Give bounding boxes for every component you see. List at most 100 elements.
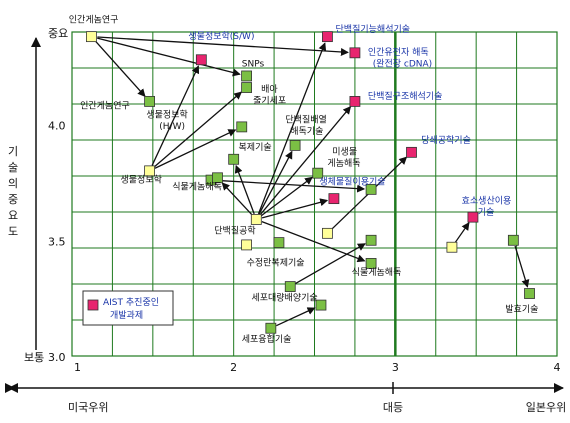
plot-border [71, 31, 558, 357]
data-point-yellow [86, 31, 97, 43]
data-point-green [241, 70, 253, 82]
point-label: 식물게놈해독 [352, 267, 402, 278]
data-point-pink [322, 31, 333, 43]
point-label: 단백질공학 [214, 224, 255, 236]
trajectory-arrow [258, 150, 293, 215]
legend-label-line1: AIST 추진중인 [103, 297, 159, 308]
data-point-green [365, 183, 377, 195]
x-tick-label: 1 [74, 361, 81, 374]
point-label: 발효기술 [505, 304, 538, 315]
point-label: SNPs [242, 60, 265, 70]
point-label: 생물정보학 [146, 110, 187, 121]
point-label: 생물정보학(S/W) [188, 31, 254, 42]
trajectory-arrow [97, 36, 349, 56]
data-point-green [144, 96, 156, 107]
point-label: 인간게놈연구 [80, 100, 130, 111]
data-point-green [312, 167, 324, 179]
x-label-left: 미국우위 [68, 401, 108, 414]
point-label: 해독기술 [290, 126, 323, 137]
trajectory-arrow [276, 307, 316, 327]
trajectory-arrow [259, 106, 352, 216]
data-point-pink [349, 96, 361, 107]
x-label-middle: 대등 [383, 401, 403, 414]
x-tick-label: 4 [554, 361, 561, 374]
trajectory-arrow [151, 65, 200, 166]
trajectory-arrow [234, 164, 255, 215]
point-label: 식물게놈해독 [172, 181, 222, 192]
point-label: 줄기세포 [253, 96, 286, 107]
data-point-green [236, 121, 248, 133]
legend-pink-marker [87, 299, 99, 311]
point-label: 인간게놈연구 [69, 15, 119, 26]
y-axis-title-char: 도 [8, 225, 18, 238]
y-bottom-word: 보통 [24, 351, 44, 364]
point-label: 단백질배열 [285, 113, 326, 125]
data-point-green [365, 234, 377, 246]
x-tick-label: 3 [392, 361, 399, 374]
data-point-green [289, 139, 301, 151]
x-tick-label: 2 [230, 361, 237, 374]
x-label-right: 일본우위 [526, 400, 566, 414]
point-layer [86, 31, 535, 334]
x-axis-arrow-left-head [8, 383, 18, 393]
data-point-green [365, 258, 377, 269]
point-label: 당쇄공학기술 [421, 135, 471, 146]
point-label: 단백질기능해석기술 [336, 23, 411, 35]
point-label: 게놈해독 [327, 158, 360, 169]
y-tick-label: 3.0 [48, 351, 66, 364]
point-label: (H/W) [159, 122, 185, 132]
data-point-green [507, 234, 519, 246]
data-point-green [228, 153, 240, 165]
y-axis-title-char: 요 [8, 209, 18, 222]
point-label: 미생물 [332, 147, 357, 158]
point-label: 단백질구조해석기술 [368, 90, 443, 102]
trajectory-arrow [221, 182, 253, 216]
point-label: 생물정보학 [121, 174, 162, 185]
data-point-green [315, 299, 327, 311]
data-point-yellow [241, 239, 253, 251]
point-label: 수정란복제기술 [247, 257, 305, 269]
y-tick-label: 중요 [48, 27, 68, 40]
data-point-pink [328, 193, 340, 205]
data-point-pink [195, 54, 207, 66]
trajectory-arrow [257, 42, 327, 215]
point-label: 세포융합기술 [242, 334, 292, 345]
data-point-green [524, 288, 535, 299]
data-point-green [241, 82, 253, 93]
y-axis-title-char: 술 [8, 161, 18, 174]
data-point-pink [349, 47, 361, 59]
trajectory-arrow [97, 37, 241, 77]
data-point-yellow [446, 241, 458, 253]
legend-label-line2: 개발과제 [110, 310, 143, 321]
data-point-pink [467, 211, 479, 223]
y-axis-title-char: 의 [8, 177, 18, 190]
data-point-green [284, 281, 296, 292]
point-label: 인간유전자 해독 [368, 47, 429, 58]
data-point-green [273, 237, 285, 249]
data-point-yellow [322, 227, 333, 239]
point-label: 기술 [478, 207, 495, 218]
trajectory-arrow [454, 222, 470, 243]
data-point-green [265, 322, 277, 334]
trajectory-arrow [153, 91, 243, 168]
data-point-pink [406, 146, 417, 158]
y-tick-label: 3.5 [48, 235, 66, 248]
y-axis-title-char: 기 [8, 145, 18, 158]
data-point-yellow [250, 214, 262, 225]
point-label: 복제기술 [239, 142, 272, 153]
y-axis-title-char: 중 [8, 193, 18, 206]
data-point-yellow [144, 165, 156, 177]
trajectory-arrow [295, 243, 366, 285]
trajectory-arrow [260, 176, 313, 217]
point-label: 세포대량배양기술 [251, 291, 317, 303]
trajectory-arrow [154, 129, 237, 169]
point-label: (완전장 cDNA) [373, 59, 433, 70]
point-label: 생체물질이용기술 [319, 176, 385, 188]
y-tick-label: 4.0 [48, 120, 66, 133]
